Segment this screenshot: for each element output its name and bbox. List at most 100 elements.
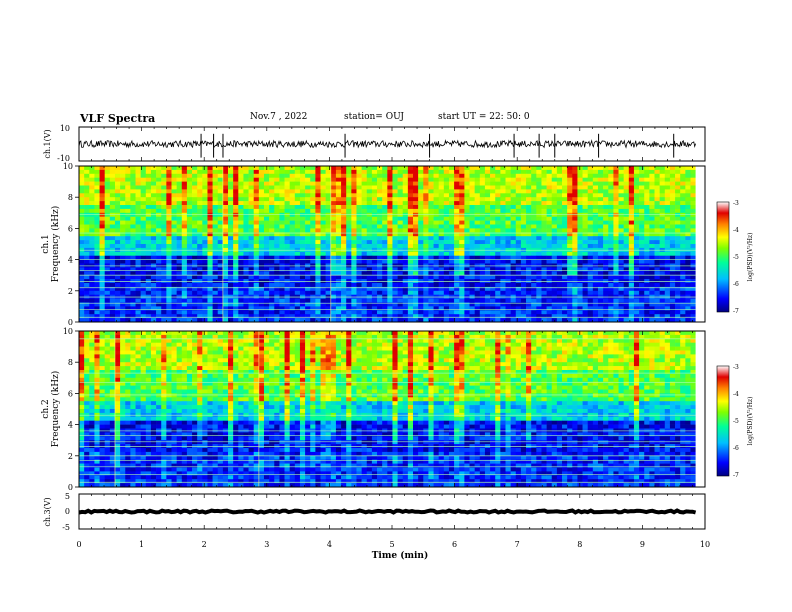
ch1-heat-cell xyxy=(335,232,342,237)
ch1-heat-cell xyxy=(623,251,630,256)
ch1-heat-cell xyxy=(664,271,671,276)
ch1-heat-cell xyxy=(433,216,439,221)
ch1-heat-cell xyxy=(387,177,393,182)
ch1-heat-cell xyxy=(109,240,116,245)
ch1-heat-cell xyxy=(505,177,511,182)
ch1-heat-cell xyxy=(418,193,424,198)
ch1-heat-cell xyxy=(633,286,640,292)
ch1-heat-cell xyxy=(79,181,85,186)
ch2-heat-cell xyxy=(613,331,619,336)
ch1-heat-cell xyxy=(669,271,676,276)
ch1-heat-cell xyxy=(690,208,696,214)
ch1-heat-cell xyxy=(171,271,177,276)
ch1-heat-cell xyxy=(546,224,553,229)
ch1-heat-cell xyxy=(356,220,362,225)
ch1-heat-cell xyxy=(685,185,691,190)
ch1-heat-cell xyxy=(510,259,517,264)
ch1-heat-cell xyxy=(135,286,141,292)
ch1-heat-cell xyxy=(140,216,147,221)
ch1-heat-cell xyxy=(402,220,409,225)
ch1-heat-cell xyxy=(428,205,434,210)
ch1-heat-cell xyxy=(531,169,537,175)
ch1-heat-cell xyxy=(587,251,594,256)
ch1-heat-cell xyxy=(654,197,660,202)
ch1-heat-cell xyxy=(495,275,501,280)
ch1-heat-cell xyxy=(392,290,398,295)
ch1-heat-cell xyxy=(120,318,126,323)
ch1-heat-cell xyxy=(176,208,183,214)
ch1-heat-cell xyxy=(114,208,121,214)
ch1-heat-cell xyxy=(263,314,270,319)
ch1-heat-cell xyxy=(592,244,599,249)
ch1-heat-cell xyxy=(407,314,414,319)
ch1-heat-cell xyxy=(99,286,105,292)
ch1-heat-cell xyxy=(413,181,419,186)
ch1-heat-cell xyxy=(664,306,671,311)
ch1-heat-cell xyxy=(459,220,465,225)
ch1-heat-cell xyxy=(685,259,691,264)
ch1-heat-cell xyxy=(418,318,424,323)
ch1-heat-cell xyxy=(320,212,326,217)
ch1-heat-cell xyxy=(135,259,141,264)
ch1-heat-cell xyxy=(310,255,316,260)
ch1-heat-cell xyxy=(366,310,373,315)
ch1-heat-cell xyxy=(454,259,460,264)
ch1-heat-cell xyxy=(109,220,116,225)
ch1-heat-cell xyxy=(459,228,465,233)
ch1-heat-cell xyxy=(423,232,429,237)
ch1-heat-cell xyxy=(438,267,445,272)
ch1-heat-cell xyxy=(413,310,419,315)
ch1-heat-cell xyxy=(222,314,229,319)
ch1-heat-cell xyxy=(649,271,655,276)
ch1-heat-cell xyxy=(454,310,460,315)
ch1-heat-cell xyxy=(669,236,676,241)
ch1-heat-cell xyxy=(495,283,501,288)
ch1-heat-cell xyxy=(428,310,434,315)
ch1-heat-cell xyxy=(567,189,573,194)
ch1-heat-cell xyxy=(289,298,296,303)
ch1-heat-cell xyxy=(135,197,141,202)
ch1-heat-cell xyxy=(228,173,234,178)
ch1-heat-cell xyxy=(577,228,583,233)
ch1-heat-cell xyxy=(505,314,511,319)
ch1-heat-cell xyxy=(130,189,136,194)
ch1-heat-cell xyxy=(613,177,619,182)
ch1-heat-cell xyxy=(325,267,332,272)
ch1-heat-cell xyxy=(613,169,619,175)
ch1-heat-cell xyxy=(228,205,234,210)
ch1-heat-cell xyxy=(685,193,691,198)
ch1-heat-cell xyxy=(520,228,527,233)
ch1-heat-cell xyxy=(114,244,121,249)
ch1-heat-cell xyxy=(351,189,357,194)
ch1-heat-cell xyxy=(228,283,234,288)
ch1-heat-cell xyxy=(248,259,255,264)
ch1-heat-cell xyxy=(299,205,306,210)
ch1-heat-cell xyxy=(320,193,326,198)
ch1-heat-cell xyxy=(207,181,213,186)
ch1-heat-cell xyxy=(207,271,213,276)
ch1-heat-cell xyxy=(541,244,547,249)
ch1-heat-cell xyxy=(166,189,172,194)
ch1-heat-cell xyxy=(299,318,306,323)
ch1-heat-cell xyxy=(680,310,686,315)
ch1-heat-cell xyxy=(664,290,671,295)
ch1-heat-cell xyxy=(659,306,666,311)
ch1-heat-cell xyxy=(99,228,105,233)
ch1-heat-cell xyxy=(618,251,624,256)
ch1-heat-cell xyxy=(99,310,105,315)
ch1-heat-cell xyxy=(366,283,373,288)
ch1-heat-cell xyxy=(176,306,183,311)
ch1-heat-cell xyxy=(145,224,152,229)
ch1-heat-cell xyxy=(325,228,332,233)
ch1-heat-cell xyxy=(104,302,111,307)
ch2-heat-cell xyxy=(556,331,563,336)
ch1-heat-cell xyxy=(459,302,465,307)
ch1-heat-cell xyxy=(325,271,332,276)
ch1-heat-cell xyxy=(258,185,265,190)
ch1-heat-cell xyxy=(407,290,414,295)
ch1-heat-cell xyxy=(577,220,583,225)
ch1-heat-cell xyxy=(325,244,332,249)
ch1-heat-cell xyxy=(608,181,614,186)
ch1-heat-cell xyxy=(556,228,563,233)
ch1-heat-cell xyxy=(459,259,465,264)
